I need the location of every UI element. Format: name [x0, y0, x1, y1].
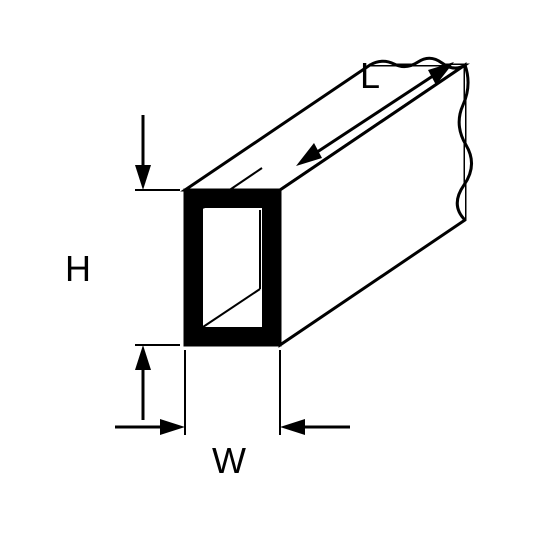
width-label: W: [212, 440, 246, 482]
height-label: H: [65, 248, 91, 290]
w-arrow-right-head: [280, 419, 305, 435]
diagram-container: H W L: [0, 0, 550, 550]
front-face-inner: [203, 208, 262, 327]
h-arrow-top-head: [135, 165, 151, 190]
w-arrow-left-head: [160, 419, 185, 435]
h-arrow-bottom-head: [135, 345, 151, 370]
length-label: L: [360, 55, 380, 97]
